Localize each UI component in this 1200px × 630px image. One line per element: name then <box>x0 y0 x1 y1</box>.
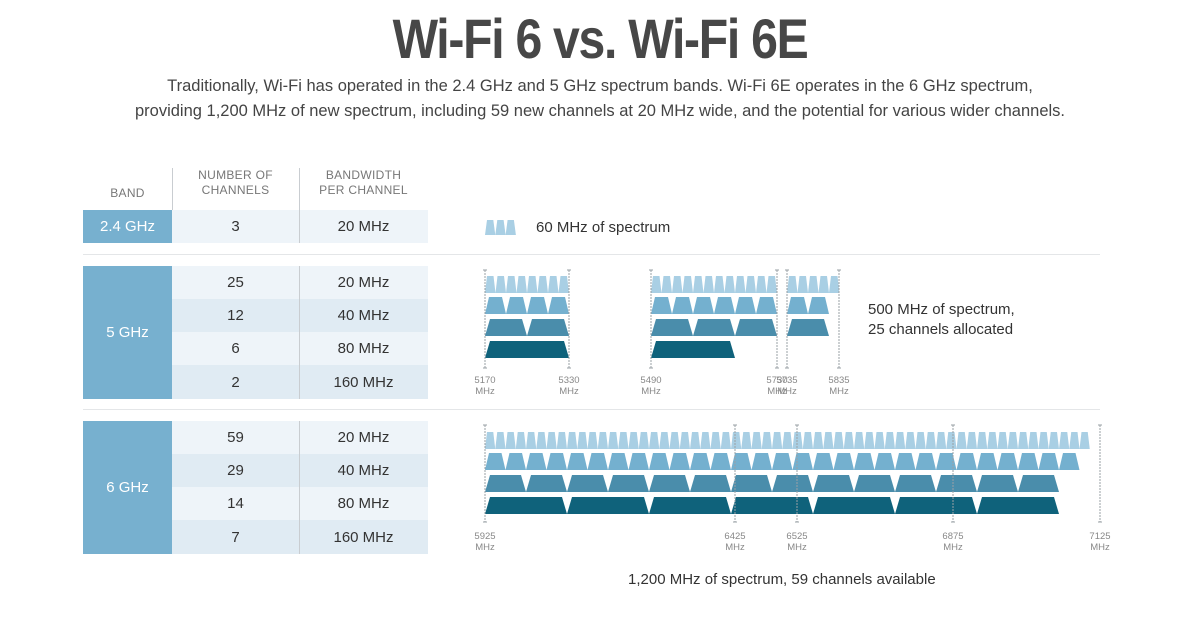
page-title: Wi-Fi 6 vs. Wi-Fi 6E <box>392 7 809 70</box>
channels-value: 6 <box>231 340 240 357</box>
band-cell-2-4ghz: 2.4 GHz <box>83 210 172 243</box>
frequency-tick-label: 5170 MHz <box>474 375 496 397</box>
frequency-tick-label: 5735 MHz <box>776 375 798 397</box>
channels-value: 7 <box>231 528 240 546</box>
frequency-tick-label: 5330 MHz <box>558 375 580 397</box>
note-6ghz: 1,200 MHz of spectrum, 59 channels avail… <box>628 571 936 588</box>
channels-value: 29 <box>227 462 244 479</box>
note-5ghz-line2: 25 channels allocated <box>868 321 1014 338</box>
bandwidth-value: 20 MHz <box>337 274 390 291</box>
channels-value: 3 <box>231 218 240 235</box>
frequency-tick-label: 7125 MHz <box>1089 531 1111 553</box>
table-row: 7 160 MHz <box>172 520 428 554</box>
table-row: 14 80 MHz <box>172 487 428 520</box>
section-divider <box>83 409 1100 410</box>
header-band: BAND <box>110 186 145 200</box>
bandwidth-value: 40 MHz <box>337 462 390 479</box>
bandwidth-value: 160 MHz <box>333 373 394 391</box>
header-divider <box>299 168 300 210</box>
table-row: 29 40 MHz <box>172 454 428 487</box>
channels-value: 59 <box>227 429 244 446</box>
frequency-tick-label: 5835 MHz <box>828 375 850 397</box>
header-divider <box>172 168 173 210</box>
frequency-tick-label: 6525 MHz <box>786 531 808 553</box>
bandwidth-value: 80 MHz <box>337 340 390 357</box>
bandwidth-value: 160 MHz <box>333 528 394 546</box>
bandwidth-value: 40 MHz <box>337 307 390 324</box>
header-channels-line1: NUMBER OF <box>198 168 273 182</box>
note-5ghz: 500 MHz of spectrum, 25 channels allocat… <box>868 300 1015 340</box>
bandwidth-value: 20 MHz <box>337 218 390 235</box>
table-row: 59 20 MHz <box>172 421 428 454</box>
table-row: 25 20 MHz <box>172 266 428 299</box>
bandwidth-value: 20 MHz <box>337 429 390 446</box>
column-divider <box>299 266 300 399</box>
note-5ghz-line1: 500 MHz of spectrum, <box>868 301 1015 318</box>
note-2-4ghz: 60 MHz of spectrum <box>536 219 671 236</box>
frequency-tick-label: 5925 MHz <box>474 531 496 553</box>
header-channels-line2: CHANNELS <box>201 183 270 197</box>
band-cell-6ghz: 6 GHz <box>83 421 172 554</box>
table-row: 6 80 MHz <box>172 332 428 365</box>
frequency-tick-label: 5490 MHz <box>640 375 662 397</box>
frequency-tick-label: 6875 MHz <box>942 531 964 553</box>
table-row: 2 160 MHz <box>172 365 428 399</box>
column-divider <box>299 421 300 554</box>
subtitle-line-2: providing 1,200 MHz of new spectrum, inc… <box>134 102 1065 120</box>
table-row: 3 20 MHz <box>172 210 428 243</box>
channels-value: 2 <box>231 373 240 391</box>
channels-value: 14 <box>227 495 244 512</box>
page-subtitle: Traditionally, Wi-Fi has operated in the… <box>40 74 1160 124</box>
section-divider <box>83 254 1100 255</box>
channels-value: 12 <box>227 307 244 324</box>
frequency-tick-label: 6425 MHz <box>724 531 746 553</box>
header-bandwidth: BANDWIDTH PER CHANNEL <box>299 168 428 198</box>
header-channels: NUMBER OF CHANNELS <box>172 168 299 198</box>
bandwidth-value: 80 MHz <box>337 495 390 512</box>
header-bandwidth-line1: BANDWIDTH <box>325 168 402 182</box>
table-row: 12 40 MHz <box>172 299 428 332</box>
frequency-tick-label: 5730 MHz <box>766 375 788 397</box>
channels-value: 25 <box>227 274 244 291</box>
subtitle-line-1: Traditionally, Wi-Fi has operated in the… <box>167 77 1033 95</box>
header-bandwidth-line2: PER CHANNEL <box>319 183 408 197</box>
column-divider <box>299 210 300 243</box>
band-cell-5ghz: 5 GHz <box>83 266 172 399</box>
